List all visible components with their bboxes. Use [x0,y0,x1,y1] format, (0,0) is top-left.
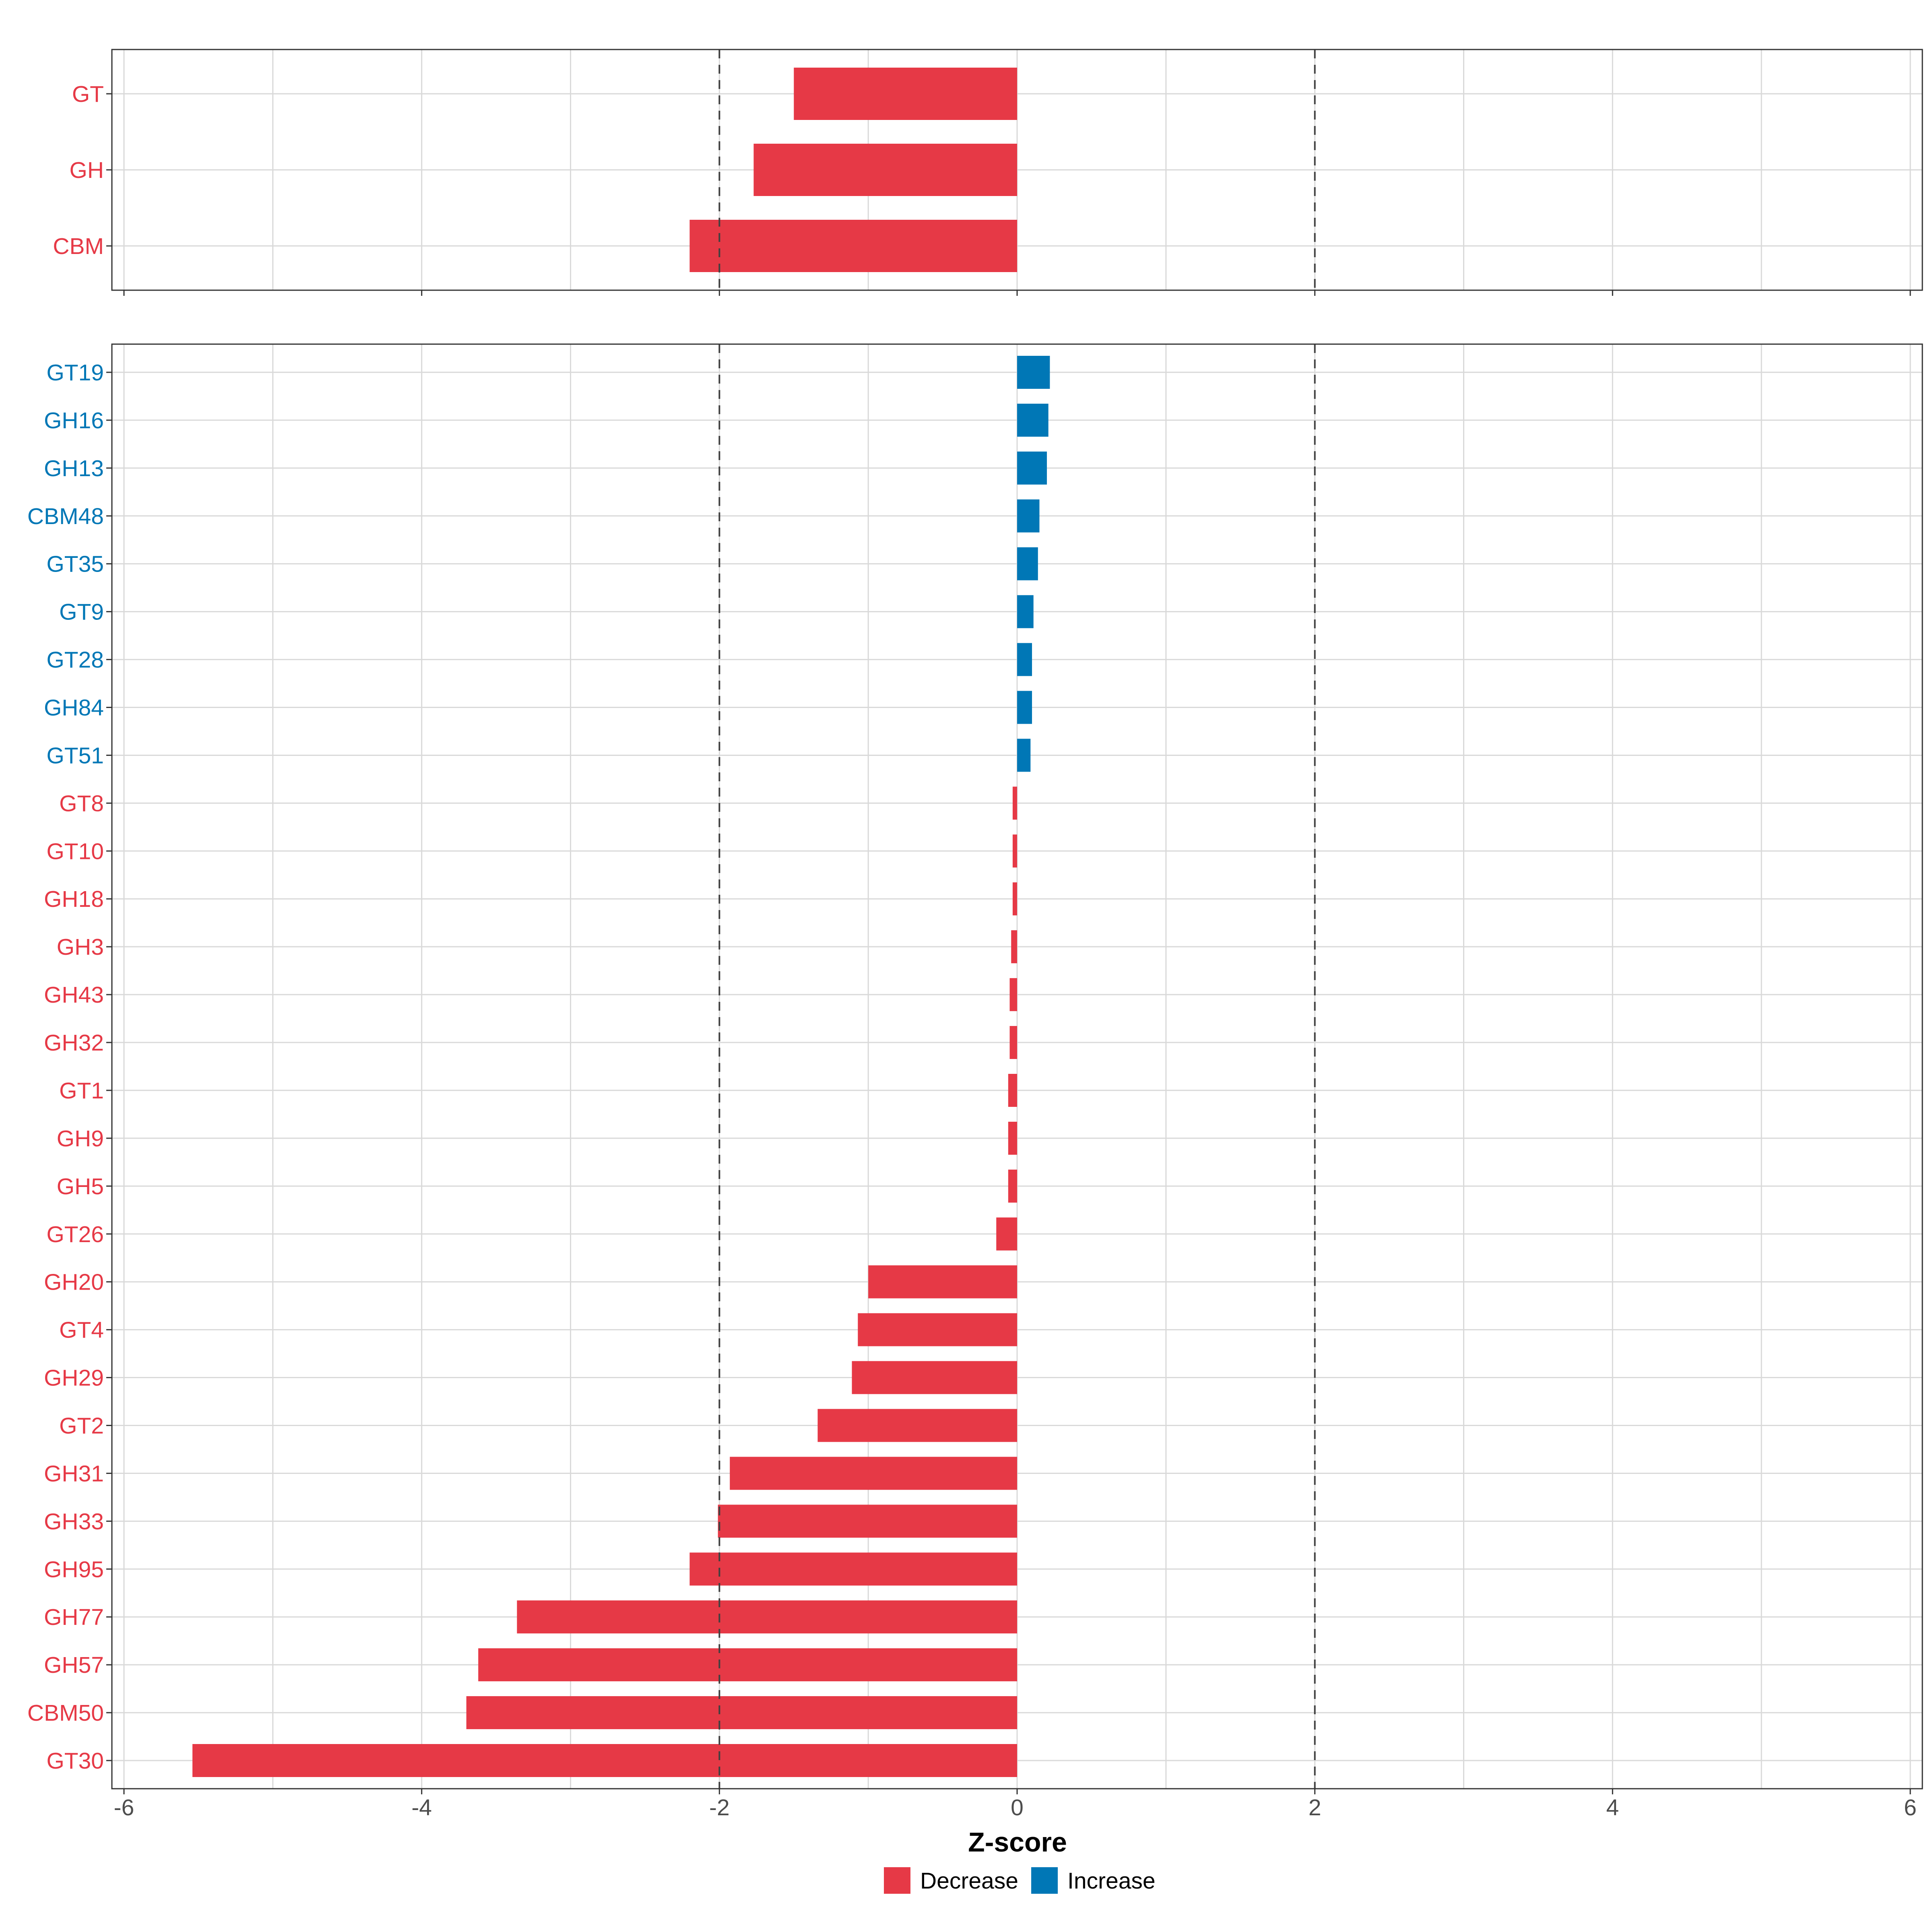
y-label-GH13: GH13 [44,456,104,481]
legend-swatch-decrease [884,1867,910,1894]
y-label-GH95: GH95 [44,1556,104,1582]
bar-GH95 [689,1552,1017,1586]
legend-label-decrease: Decrease [920,1868,1018,1894]
bar-GT4 [858,1313,1017,1346]
y-label-GT8: GT8 [59,791,104,816]
x-tick-label: -6 [114,1795,134,1821]
bar-GT51 [1017,739,1031,772]
bar-GT9 [1017,595,1034,628]
bar-GH3 [1011,930,1017,964]
bar-GH31 [730,1457,1017,1490]
x-tick-label: 2 [1309,1795,1321,1821]
bar-GH18 [1012,882,1017,916]
bar-GH57 [478,1648,1017,1682]
y-label-GH31: GH31 [44,1461,104,1486]
bar-GH16 [1017,403,1049,437]
y-label-CBM48: CBM48 [27,504,104,529]
y-label-GH77: GH77 [44,1604,104,1630]
y-label-GT30: GT30 [46,1748,104,1774]
bar-GH5 [1008,1169,1017,1203]
x-axis: -6 -4 -2 0 2 4 6 [114,1795,1917,1821]
y-label-GT51: GT51 [46,743,104,768]
y-label-GT26: GT26 [46,1222,104,1247]
legend: Decrease Increase [884,1867,1156,1894]
y-label-GH3: GH3 [57,934,104,960]
x-tick-label: 6 [1904,1795,1917,1821]
bar-GT1 [1008,1073,1017,1107]
y-label-GH20: GH20 [44,1269,104,1295]
y-label-GH18: GH18 [44,886,104,912]
y-label-GH84: GH84 [44,695,104,721]
bar-GT2 [817,1409,1017,1442]
bar-GT [794,68,1017,120]
x-tick-label: 0 [1011,1795,1024,1821]
bar-GH9 [1008,1121,1017,1155]
bar-GT19 [1017,356,1050,389]
y-label-GT: GT [72,81,104,107]
y-label-GT4: GT4 [59,1317,104,1343]
bar-CBM48 [1017,499,1040,533]
panel-family: GT GH CBM [53,49,1923,296]
bar-GT28 [1017,643,1032,676]
bar-GT30 [192,1744,1018,1777]
y-label-GT9: GT9 [59,599,104,625]
bar-GH [753,144,1017,196]
y-label-GH5: GH5 [57,1174,104,1199]
x-tick-label: -4 [411,1795,432,1821]
y-label-GH57: GH57 [44,1652,104,1678]
bar-GH43 [1009,978,1017,1011]
bar-CBM50 [466,1696,1017,1730]
bar-GH77 [517,1600,1017,1634]
x-tick-label: -2 [709,1795,730,1821]
y-label-GT10: GT10 [46,838,104,864]
bar-GT26 [996,1217,1017,1251]
y-label-GT2: GT2 [59,1413,104,1439]
y-label-CBM50: CBM50 [27,1700,104,1726]
y-label-GH: GH [70,157,104,183]
bar-GT8 [1012,786,1017,820]
y-label-GH33: GH33 [44,1509,104,1534]
y-label-GT35: GT35 [46,551,104,577]
y-label-GT28: GT28 [46,647,104,673]
y-label-CBM: CBM [53,233,104,259]
y-label-GH43: GH43 [44,982,104,1008]
bar-GT10 [1012,834,1017,868]
legend-swatch-increase [1031,1867,1058,1894]
panel-subfamily: GT19 GH16 GH13 CBM48 GT35 GT9 GT28 GH84 GT51 GT8 G… [27,343,1923,1794]
bar-GH32 [1009,1026,1017,1059]
bar-GH84 [1017,691,1032,724]
bar-GT35 [1017,547,1038,580]
bar-GH33 [718,1505,1017,1538]
bar-GH20 [868,1265,1017,1298]
y-label-GH16: GH16 [44,408,104,433]
y-label-GT19: GT19 [46,360,104,386]
x-axis-title: Z-score [968,1827,1067,1858]
bar-GH29 [852,1361,1017,1394]
bar-GH13 [1017,451,1047,485]
x-tick-label: 4 [1606,1795,1619,1821]
bar-CBM [689,220,1017,272]
y-label-GH32: GH32 [44,1030,104,1056]
y-label-GH29: GH29 [44,1365,104,1391]
y-label-GT1: GT1 [59,1078,104,1104]
y-label-GH9: GH9 [57,1126,104,1152]
legend-label-increase: Increase [1067,1868,1156,1894]
